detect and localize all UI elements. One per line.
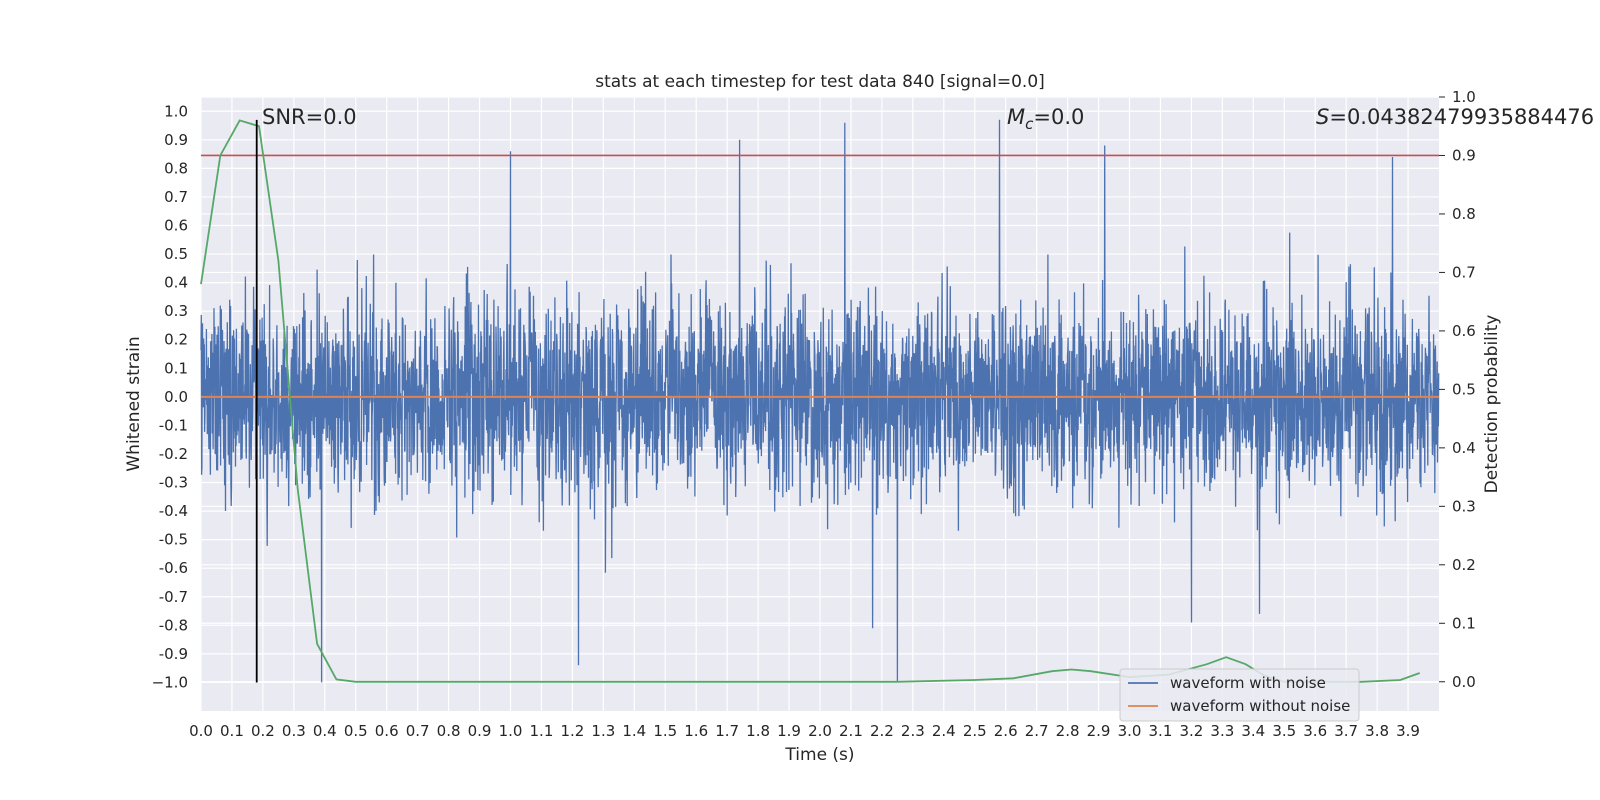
x-tick-label: 3.7	[1334, 722, 1358, 740]
y-right-tick-label: 0.1	[1452, 614, 1476, 632]
x-axis-label: Time (s)	[784, 745, 854, 765]
x-tick-label: 3.3	[1210, 722, 1234, 740]
y-tick-label: 0.6	[164, 217, 188, 235]
x-tick-label: 0.8	[437, 722, 461, 740]
y-tick-label: 0.0	[164, 388, 188, 406]
y-tick-label: 0.2	[164, 331, 188, 349]
y-tick-label: -0.5	[159, 531, 188, 549]
snr-annotation: SNR=0.0	[262, 105, 357, 129]
x-tick-label: 1.3	[591, 722, 615, 740]
x-tick-label: 1.1	[530, 722, 554, 740]
y-tick-label: 0.1	[164, 359, 188, 377]
y-axis-label-right: Detection probability	[1482, 315, 1502, 494]
x-tick-label: 2.2	[870, 722, 894, 740]
x-tick-label: 1.6	[684, 722, 708, 740]
x-tick-label: 2.9	[1087, 722, 1111, 740]
y-right-tick-label: 0.0	[1452, 673, 1476, 691]
plot-area	[200, 119, 1440, 683]
x-tick-label: 0.1	[220, 722, 244, 740]
x-tick-label: 3.2	[1179, 722, 1203, 740]
y-right-tick-label: 0.8	[1452, 205, 1476, 223]
x-tick-label: 0.7	[406, 722, 430, 740]
y-tick-label: 0.3	[164, 302, 188, 320]
x-tick-label: 3.0	[1118, 722, 1142, 740]
chirp-mass-subscript: c	[1025, 115, 1034, 133]
y-tick-label: -0.2	[159, 445, 188, 463]
x-tick-label: 0.9	[468, 722, 492, 740]
chirp-mass-annotation: Mc=0.0	[1007, 105, 1084, 133]
y-right-tick-label: 0.7	[1452, 263, 1476, 281]
waveform-with-noise-line	[200, 119, 1440, 683]
y-tick-label: -0.7	[159, 588, 188, 606]
y-axis-label: Whitened strain	[124, 336, 144, 471]
s-annotation: S=0.04382479935884476	[1316, 105, 1594, 129]
x-tick-label: 1.2	[560, 722, 584, 740]
x-tick-label: 1.7	[715, 722, 739, 740]
y-right-tick-label: 0.2	[1452, 556, 1476, 574]
x-tick-label: 2.5	[963, 722, 987, 740]
y-tick-label: 1.0	[164, 102, 188, 120]
x-tick-label: 0.3	[282, 722, 306, 740]
s-symbol: S	[1316, 105, 1329, 129]
x-tick-label: 0.4	[313, 722, 337, 740]
y-tick-label: -0.3	[159, 474, 188, 492]
x-tick-label: 3.5	[1272, 722, 1296, 740]
x-tick-label: 0.5	[344, 722, 368, 740]
x-tick-label: 3.9	[1396, 722, 1420, 740]
y-tick-label: -0.6	[159, 559, 188, 577]
x-tick-label: 3.6	[1303, 722, 1327, 740]
chart-title: stats at each timestep for test data 840…	[595, 72, 1045, 92]
x-tick-label: 2.3	[901, 722, 925, 740]
y-tick-label: 0.4	[164, 274, 188, 292]
x-tick-label: 2.0	[808, 722, 832, 740]
y-tick-label: 0.8	[164, 159, 188, 177]
x-tick-label: 0.0	[189, 722, 213, 740]
y-right-tick-label: 1.0	[1452, 88, 1476, 106]
x-tick-label: 1.4	[622, 722, 646, 740]
legend-label-clean: waveform without noise	[1170, 697, 1350, 715]
y-tick-label: -0.4	[159, 502, 188, 520]
x-tick-label: 0.6	[375, 722, 399, 740]
y-tick-label: -0.1	[159, 416, 188, 434]
x-tick-label: 1.5	[653, 722, 677, 740]
legend-box	[1119, 668, 1360, 722]
y-right-tick-label: 0.5	[1452, 380, 1476, 398]
chirp-mass-symbol: M	[1007, 105, 1025, 129]
y-tick-label: 0.5	[164, 245, 188, 263]
y-tick-label: 0.7	[164, 188, 188, 206]
x-tick-label: 3.4	[1241, 722, 1265, 740]
x-tick-label: 3.8	[1365, 722, 1389, 740]
y-right-tick-label: 0.3	[1452, 497, 1476, 515]
x-tick-label: 3.1	[1149, 722, 1173, 740]
x-tick-label: 2.1	[839, 722, 863, 740]
x-tick-label: 0.2	[251, 722, 275, 740]
y-tick-label: −1.0	[152, 673, 188, 691]
y-tick-label: -0.8	[159, 616, 188, 634]
y-right-tick-label: 0.6	[1452, 322, 1476, 340]
detection-probability-line	[200, 119, 1421, 683]
y-tick-label: 0.9	[164, 131, 188, 149]
x-tick-label: 2.7	[1025, 722, 1049, 740]
chirp-mass-value: =0.0	[1033, 105, 1084, 129]
legend: waveform with noise waveform without noi…	[1119, 668, 1360, 722]
x-tick-label: 1.9	[777, 722, 801, 740]
x-tick-label: 2.6	[994, 722, 1018, 740]
s-value: =0.04382479935884476	[1329, 105, 1594, 129]
x-tick-label: 1.0	[499, 722, 523, 740]
ticks: 0.0 0.1 0.2 0.3 0.4 0.5 0.6 0.7 0.8 0.9 1.0 1.1 1.2 1…	[152, 88, 1476, 740]
y-right-tick-label: 0.4	[1452, 439, 1476, 457]
x-tick-label: 2.4	[932, 722, 956, 740]
y-right-tick-label: 0.9	[1452, 146, 1476, 164]
x-tick-label: 1.8	[746, 722, 770, 740]
legend-label-noise: waveform with noise	[1170, 674, 1326, 692]
x-tick-label: 2.8	[1056, 722, 1080, 740]
y-tick-label: -0.9	[159, 645, 188, 663]
